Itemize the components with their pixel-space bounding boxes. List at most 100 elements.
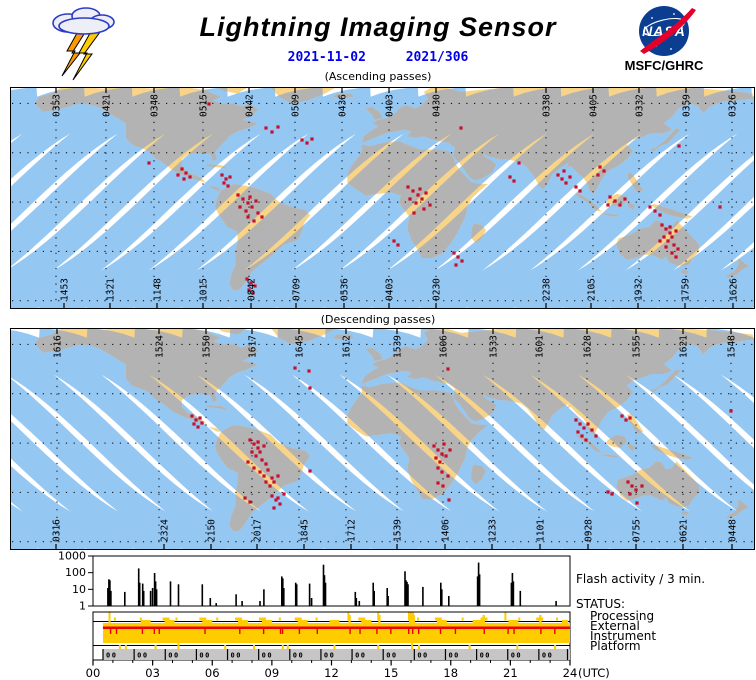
- svg-text:1606: 1606: [439, 335, 450, 358]
- svg-text:1101: 1101: [536, 519, 547, 542]
- logo-red-swoosh: [640, 8, 696, 54]
- svg-text:18: 18: [443, 666, 458, 680]
- svg-text:00: 00: [137, 651, 148, 659]
- svg-text:00: 00: [262, 651, 273, 659]
- svg-text:0403: 0403: [385, 278, 396, 301]
- svg-text:1555: 1555: [632, 335, 643, 358]
- svg-text:1617: 1617: [248, 335, 259, 358]
- svg-text:0755: 0755: [632, 519, 643, 542]
- svg-text:0332: 0332: [635, 94, 646, 117]
- svg-text:2238: 2238: [542, 278, 553, 301]
- date-doy: 2021/306: [405, 50, 469, 65]
- svg-text:06: 06: [205, 666, 220, 680]
- svg-text:00: 00: [293, 651, 304, 659]
- agency-label: MSFC/GHRC: [624, 58, 704, 73]
- svg-text:0448: 0448: [728, 519, 739, 542]
- svg-text:00: 00: [417, 651, 428, 659]
- svg-text:0338: 0338: [542, 94, 553, 117]
- cloud-shape: [52, 7, 115, 35]
- svg-text:(UTC): (UTC): [578, 666, 610, 680]
- svg-text:1616: 1616: [53, 335, 64, 358]
- svg-text:0316: 0316: [52, 519, 63, 542]
- svg-text:0353: 0353: [52, 94, 63, 117]
- svg-text:09: 09: [265, 666, 280, 680]
- svg-text:1845: 1845: [300, 519, 311, 542]
- svg-text:1626: 1626: [729, 278, 740, 301]
- svg-text:0430: 0430: [432, 94, 443, 117]
- date-line: 2021-11-02 2021/306: [0, 50, 756, 65]
- map-caption-ascending: (Ascending passes): [324, 70, 432, 83]
- svg-text:00: 00: [231, 651, 242, 659]
- svg-text:0421: 0421: [102, 94, 113, 117]
- map-descending-passes: 1616 1524 1550 1617 1645 1612 1539 1606 1533 1601…: [10, 328, 755, 550]
- svg-text:03: 03: [145, 666, 160, 680]
- svg-text:00: 00: [355, 651, 366, 659]
- svg-text:00: 00: [542, 651, 553, 659]
- svg-text:0621: 0621: [679, 519, 690, 542]
- svg-text:0509: 0509: [291, 94, 302, 117]
- svg-text:00: 00: [386, 651, 397, 659]
- svg-text:1148: 1148: [153, 278, 164, 301]
- svg-text:0709: 0709: [292, 278, 303, 301]
- status-label: STATUS:: [576, 597, 626, 611]
- status-row-label-instrument: Instrument: [590, 629, 657, 643]
- svg-text:2105: 2105: [587, 278, 598, 301]
- nasa-meatball-logo: NASA: [639, 6, 696, 56]
- svg-text:100: 100: [65, 566, 86, 579]
- svg-text:00: 00: [448, 651, 459, 659]
- flash-activity-label: Flash activity / 3 min.: [576, 572, 706, 586]
- svg-text:1612: 1612: [342, 335, 353, 358]
- svg-text:0403: 0403: [385, 94, 396, 117]
- svg-text:1621: 1621: [679, 335, 690, 358]
- svg-text:2017: 2017: [253, 519, 264, 542]
- svg-text:2324: 2324: [160, 519, 171, 542]
- svg-text:00: 00: [199, 651, 210, 659]
- svg-text:1712: 1712: [347, 519, 358, 542]
- svg-text:1533: 1533: [489, 335, 500, 358]
- svg-text:0359: 0359: [682, 94, 693, 117]
- svg-text:1015: 1015: [199, 278, 210, 301]
- svg-text:1628: 1628: [583, 335, 594, 358]
- map-caption-descending: (Descending passes): [320, 313, 436, 326]
- svg-text:0842: 0842: [247, 278, 258, 301]
- svg-text:0436: 0436: [338, 94, 349, 117]
- svg-text:00: 00: [168, 651, 179, 659]
- svg-text:15: 15: [384, 666, 399, 680]
- svg-text:1524: 1524: [155, 335, 166, 358]
- svg-text:0230: 0230: [432, 278, 443, 301]
- svg-text:1645: 1645: [295, 335, 306, 358]
- svg-text:1406: 1406: [441, 519, 452, 542]
- svg-text:0348: 0348: [150, 94, 161, 117]
- svg-text:00: 00: [86, 666, 101, 680]
- lightning-bolt-right: [72, 25, 101, 81]
- svg-text:0405: 0405: [589, 94, 600, 117]
- svg-text:1: 1: [79, 600, 86, 613]
- svg-text:1548: 1548: [727, 335, 738, 358]
- svg-text:00: 00: [324, 651, 335, 659]
- svg-text:1000: 1000: [58, 550, 86, 563]
- svg-text:24: 24: [563, 666, 578, 680]
- svg-text:12: 12: [324, 666, 339, 680]
- svg-text:1550: 1550: [202, 335, 213, 358]
- svg-text:00: 00: [106, 651, 117, 659]
- svg-text:0326: 0326: [728, 94, 739, 117]
- svg-text:2150: 2150: [207, 519, 218, 542]
- flash-activity-chart: 1 10 100 1000 00 00 00 00 00 00 00 00 00 00 00 00 00 00 00…: [58, 550, 610, 680]
- nasa-logo-block: NASA MSFC/GHRC: [616, 4, 712, 73]
- svg-text:00: 00: [480, 651, 491, 659]
- svg-text:1759: 1759: [681, 278, 692, 301]
- svg-text:1932: 1932: [634, 278, 645, 301]
- date-iso: 2021-11-02: [287, 50, 366, 65]
- svg-text:1453: 1453: [60, 278, 71, 301]
- status-row-label-platform: Platform: [590, 639, 641, 653]
- map-ascending-passes: 0353 0421 0348 0515 0442 0509 0436 0403 0430 0338…: [10, 87, 755, 309]
- page-title: Lightning Imaging Sensor: [199, 12, 557, 42]
- svg-text:1539: 1539: [393, 519, 404, 542]
- status-row-label-processing: Processing: [590, 609, 655, 623]
- storm-cloud-lightning-icon: [52, 7, 115, 81]
- svg-text:0536: 0536: [340, 278, 351, 301]
- status-row-label-external: External: [590, 619, 640, 633]
- svg-text:0928: 0928: [584, 519, 595, 542]
- svg-text:0442: 0442: [245, 94, 256, 117]
